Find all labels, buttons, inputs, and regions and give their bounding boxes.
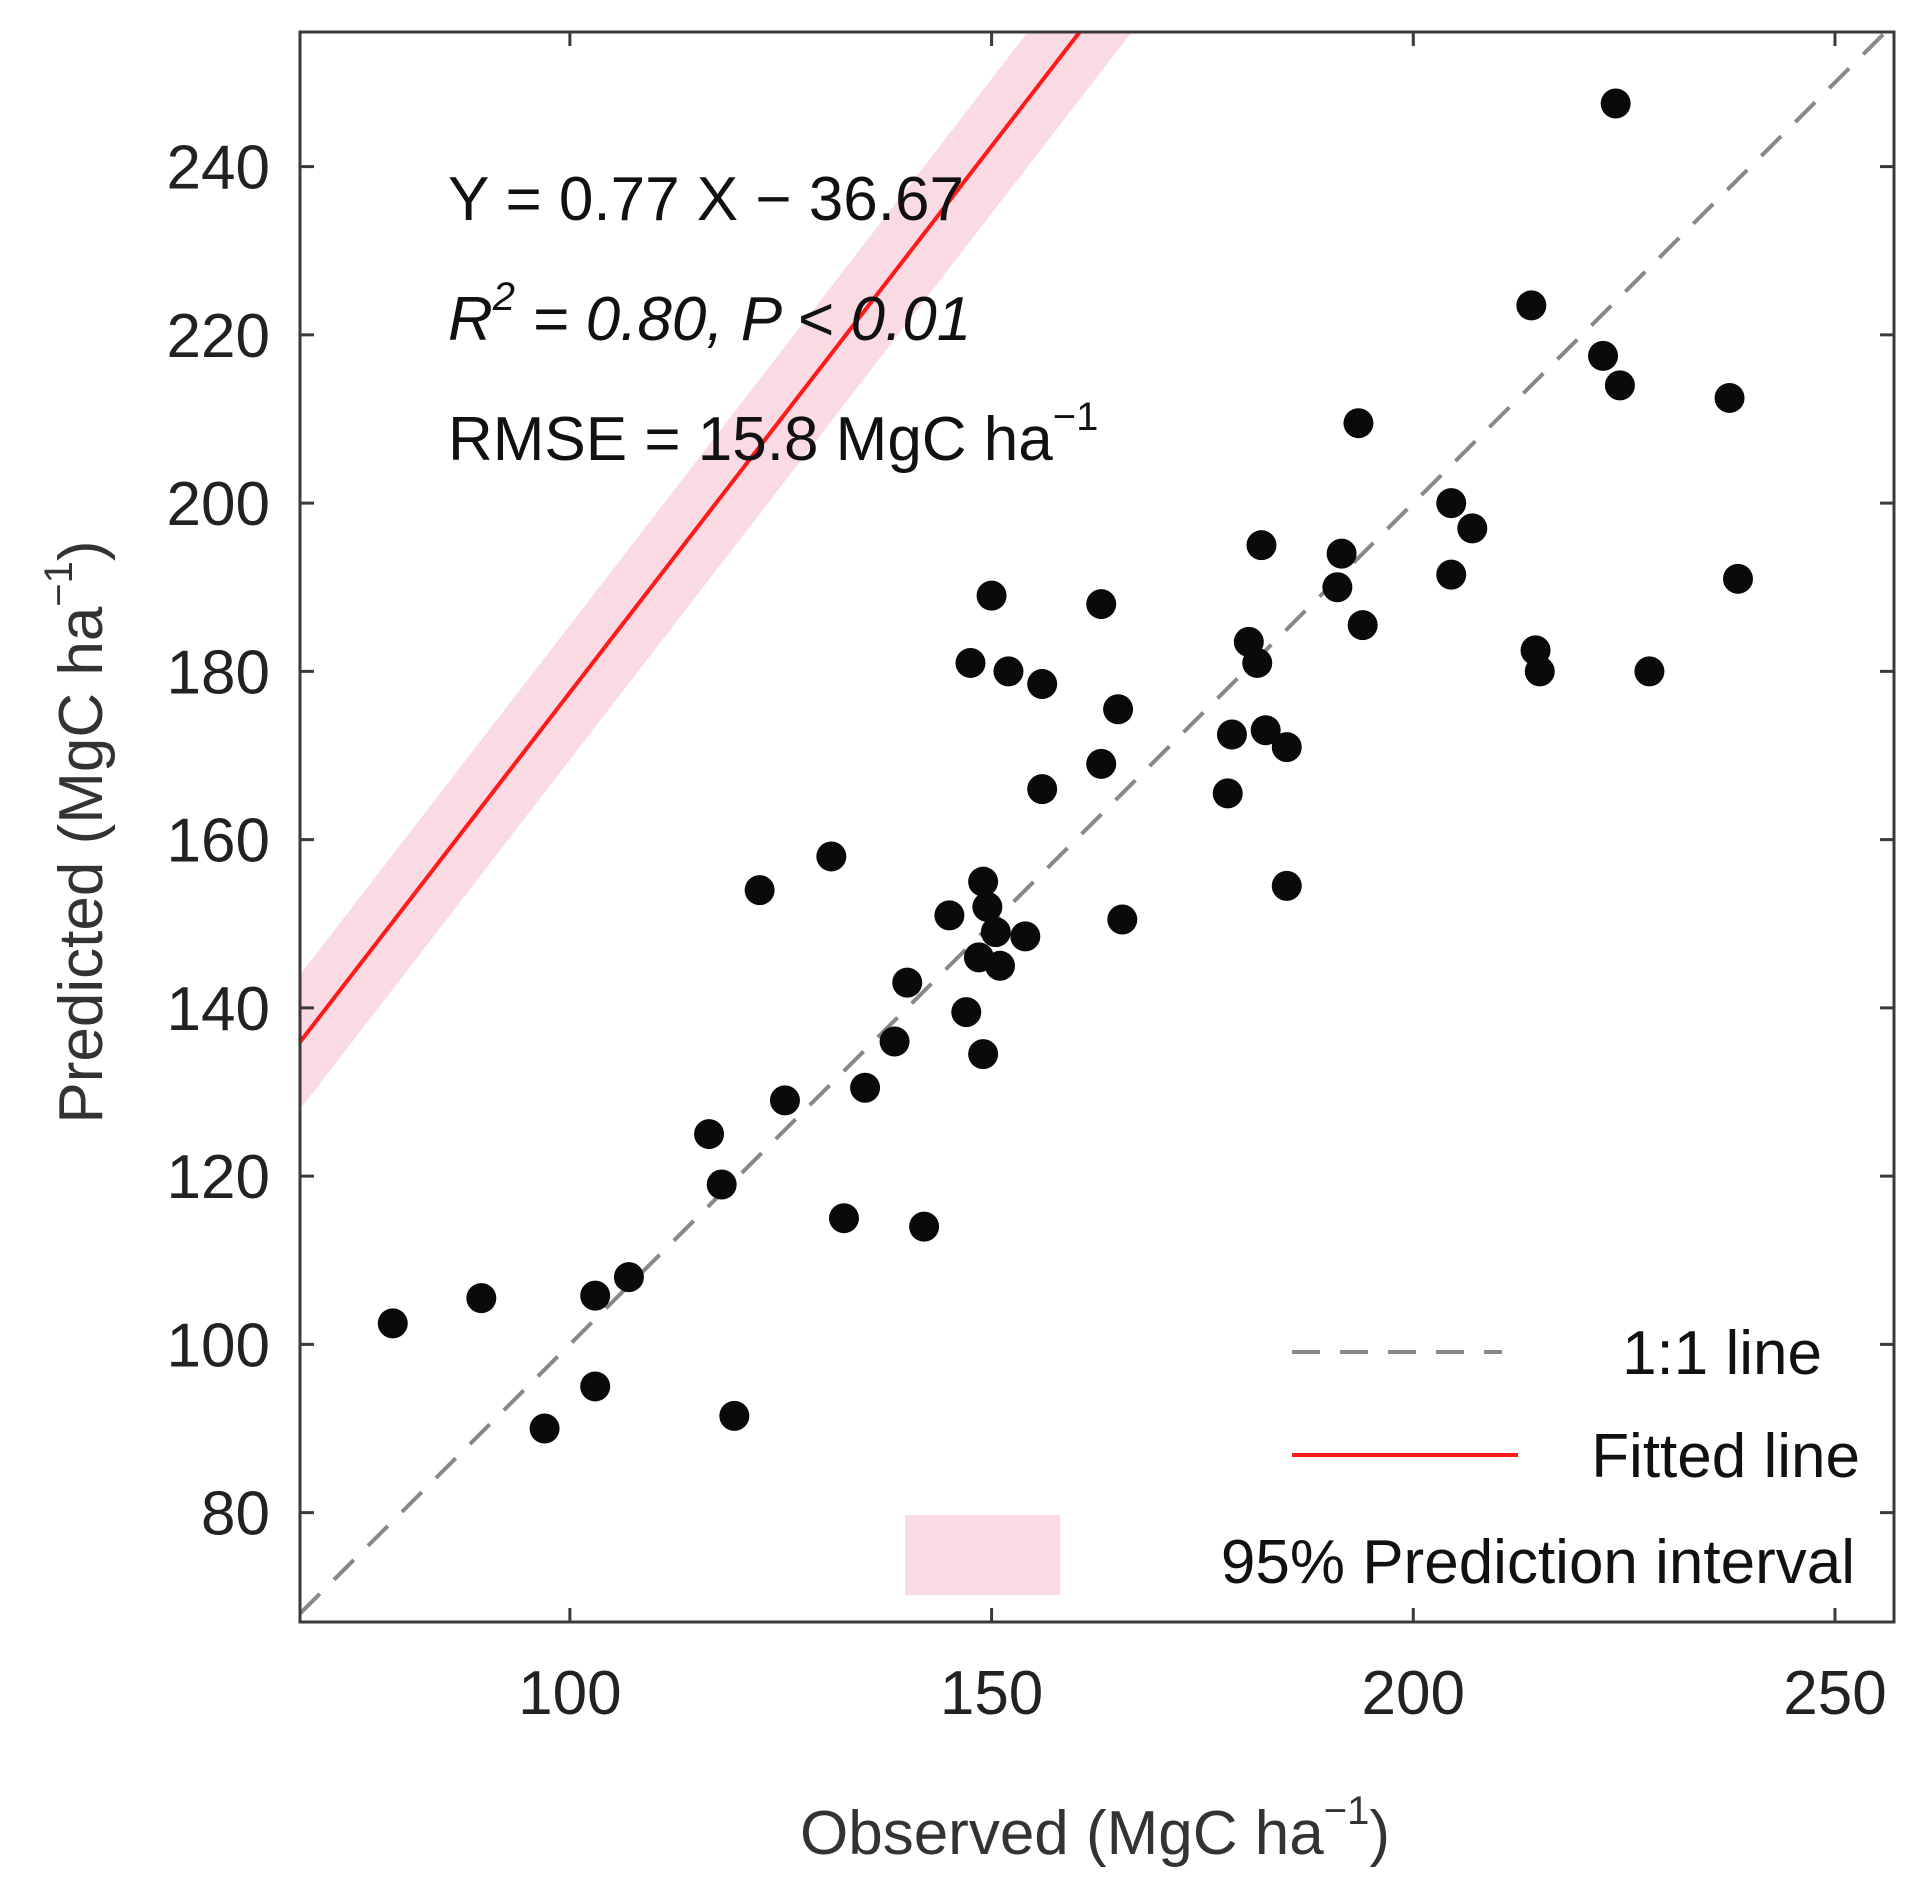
data-point [466,1283,497,1314]
rmse-annotation: RMSE = 15.8 MgC ha−1 [448,395,1098,474]
data-point [968,1039,999,1070]
data-point [1714,382,1745,413]
data-point [613,1262,644,1293]
y-tick-label: 80 [201,1480,270,1549]
data-point [1271,732,1302,763]
x-tick-label: 100 [518,1659,621,1728]
plot-frame [298,30,1896,1624]
x-axis-title: Observed (MgC ha−1) [800,1789,1390,1868]
data-point [1212,778,1243,809]
data-point [1604,370,1635,401]
data-point [968,866,999,897]
data-point [972,891,1003,922]
data-point [1436,488,1467,519]
data-point [993,656,1024,687]
x-tick-label: 150 [940,1659,1043,1728]
data-point [980,917,1011,948]
r2-annotation: R2 = 0.80, P < 0.01 [448,275,971,354]
legend-label-interval: 95% Prediction interval [1221,1528,1855,1597]
data-point [1027,774,1058,805]
y-tick-label: 140 [167,975,270,1044]
data-point [1086,589,1117,620]
y-tick-label: 180 [167,638,270,707]
data-point [1242,647,1273,678]
data-point [529,1413,560,1444]
equation-annotation: Y = 0.77 X − 36.67 [448,165,964,234]
legend-swatch-interval [905,1515,1060,1595]
data-point [985,950,1016,981]
data-point [879,1026,910,1057]
y-tick-label: 100 [167,1311,270,1380]
data-point [909,1211,940,1242]
x-tick-label: 200 [1362,1659,1465,1728]
data-point [580,1371,611,1402]
data-point [1722,563,1753,594]
data-point [1347,610,1378,641]
data-point [744,875,775,906]
data-point [1343,408,1374,439]
data-point [951,997,982,1028]
data-point [1086,748,1117,779]
data-point [1027,668,1058,699]
data-point [892,967,923,998]
data-point [1246,530,1277,561]
legend-label-fitted: Fitted line [1591,1422,1860,1491]
data-point [1634,656,1665,687]
data-point [769,1085,800,1116]
prediction-interval-band [300,32,1132,1110]
data-point [719,1400,750,1431]
data-point [1588,340,1619,371]
data-point [816,841,847,872]
y-tick-label: 160 [167,807,270,876]
data-point [828,1203,859,1234]
ticks-layer: 100 150 200 250 80 100 120 140 160 180 200 220 240 [167,32,1894,1728]
y-tick-label: 220 [167,302,270,371]
data-point [1516,290,1547,321]
data-point [694,1119,725,1150]
data-point [1103,694,1134,725]
data-point [1216,719,1247,750]
x-tick-label: 250 [1783,1659,1886,1728]
data-point [1250,715,1281,746]
data-point [1524,656,1555,687]
data-point [934,900,965,931]
points-layer [377,88,1753,1444]
data-point [1322,572,1353,603]
data-point [955,647,986,678]
identity-line [300,32,1889,1616]
data-point [976,580,1007,611]
fitted-line [300,32,1083,1044]
data-point [1326,538,1357,569]
data-point [1457,513,1488,544]
data-point [1271,870,1302,901]
data-point [580,1280,611,1311]
legend: 1:1 line Fitted line 95% Prediction inte… [905,1319,1860,1597]
data-point [1436,559,1467,590]
data-point [1600,88,1631,119]
data-point [1107,904,1138,935]
data-point [850,1072,881,1103]
y-tick-label: 120 [167,1143,270,1212]
y-tick-label: 200 [167,470,270,539]
data-point [377,1308,408,1339]
data-point [706,1169,737,1200]
y-axis-title: Predicted (MgC ha−1) [37,540,116,1123]
y-tick-label: 240 [167,134,270,203]
legend-label-identity: 1:1 line [1622,1319,1822,1388]
data-point [1010,921,1041,952]
